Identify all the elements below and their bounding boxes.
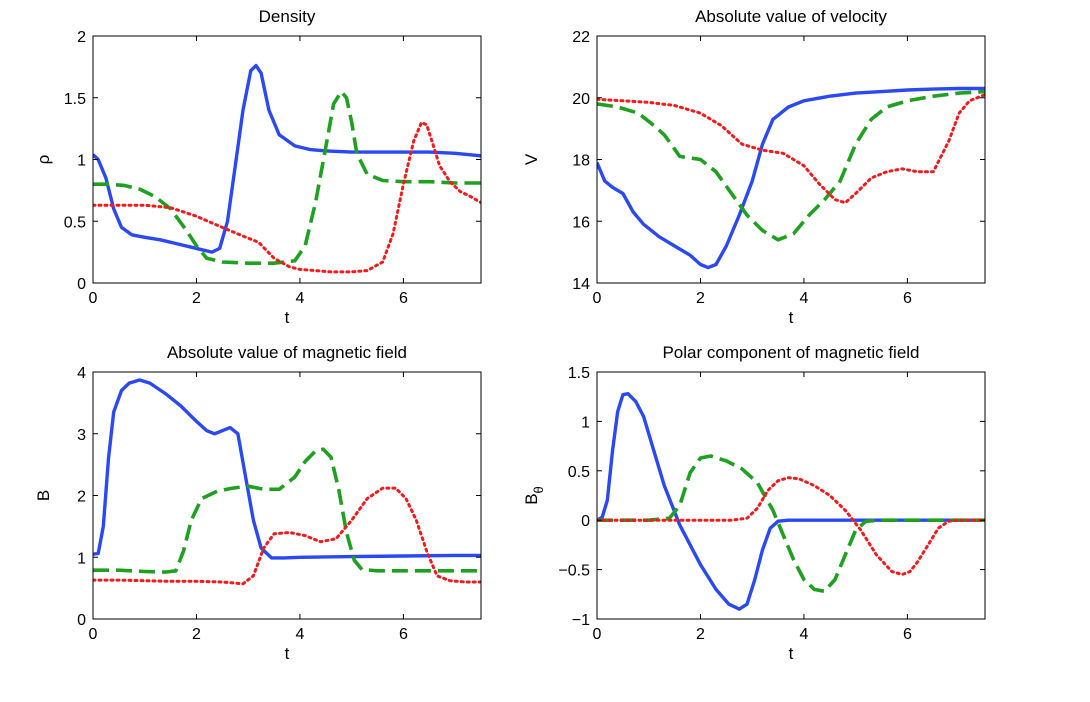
axes-box [596, 35, 986, 284]
y-tick-label: 20 [572, 91, 590, 108]
y-tick-label: 0 [581, 513, 590, 530]
y-tick-label: 0.5 [568, 464, 590, 481]
y-axis-label: B [34, 490, 53, 501]
y-tick-label: 1 [77, 153, 86, 170]
plot-title: Absolute value of velocity [695, 7, 887, 26]
x-tick-label: 4 [295, 626, 304, 643]
y-tick-label: 2 [77, 489, 86, 506]
y-tick-label: 16 [572, 214, 590, 231]
x-tick-label: 4 [799, 290, 808, 307]
series-dashed-line [93, 89, 481, 266]
series-dashed-line [93, 447, 481, 574]
series-dotted-line [597, 476, 985, 576]
series-dashed-line [597, 89, 985, 242]
y-tick-label: −0.5 [558, 563, 590, 580]
plot-4: 0 2 4 6 −1 −0.5 0 0.5 1 1.5 Polar component of mag… [522, 343, 986, 663]
x-tick-label: 2 [696, 626, 705, 643]
series-solid-line [597, 86, 985, 270]
y-tick-label: 3 [77, 427, 86, 444]
y-tick-label: 1.5 [568, 365, 590, 382]
series-solid-line [93, 63, 481, 254]
plot-2: 0 2 4 6 14 16 18 20 22 Absolute value of velocity… [522, 7, 986, 327]
x-axis-label: t [789, 308, 794, 327]
y-tick-label: 14 [572, 276, 590, 293]
x-tick-label: 4 [295, 290, 304, 307]
x-tick-label: 0 [89, 290, 98, 307]
x-tick-label: 0 [89, 626, 98, 643]
y-tick-label: 1.5 [64, 91, 86, 108]
y-tick-label: 0 [77, 612, 86, 629]
y-tick-label: 18 [572, 153, 590, 170]
y-tick-label: 1 [581, 414, 590, 431]
x-tick-label: 2 [192, 626, 201, 643]
x-axis-label: t [789, 644, 794, 663]
series-solid-line [597, 392, 985, 611]
axes-box [596, 371, 986, 620]
y-tick-label: 1 [77, 550, 86, 567]
y-axis-label: V [522, 153, 541, 165]
x-axis-label: t [285, 308, 290, 327]
y-tick-label: 0 [77, 276, 86, 293]
plot-3: 0 2 4 6 0 1 2 3 4 Absolute value of magnetic fiel… [34, 343, 482, 663]
x-tick-label: 0 [593, 626, 602, 643]
series-dotted-line [93, 120, 481, 274]
y-tick-label: 2 [77, 29, 86, 46]
y-tick-label: 4 [77, 365, 86, 382]
y-tick-label: 0.5 [64, 214, 86, 231]
x-tick-label: 0 [593, 290, 602, 307]
y-axis-label: ρ [34, 155, 53, 165]
plot-title: Density [259, 7, 316, 26]
axes-box [92, 35, 482, 284]
series-dotted-line [597, 93, 985, 205]
y-tick-label: −1 [572, 612, 590, 629]
series-dashed-line [597, 454, 985, 594]
series-dotted-line [93, 486, 481, 586]
x-tick-label: 6 [399, 290, 408, 307]
x-tick-label: 2 [696, 290, 705, 307]
x-tick-label: 6 [903, 290, 912, 307]
axes-box [92, 371, 482, 620]
plot-title: Absolute value of magnetic field [167, 343, 407, 362]
x-tick-label: 2 [192, 290, 201, 307]
series-solid-line [93, 378, 481, 560]
x-tick-label: 6 [399, 626, 408, 643]
x-tick-label: 6 [903, 626, 912, 643]
plot-1: 0 2 4 6 0 0.5 1 1.5 2 Density t ρ [34, 7, 482, 327]
x-tick-label: 4 [799, 626, 808, 643]
y-axis-label: Bθ [522, 486, 546, 505]
y-tick-label: 22 [572, 29, 590, 46]
plot-title: Polar component of magnetic field [662, 343, 919, 362]
x-axis-label: t [285, 644, 290, 663]
